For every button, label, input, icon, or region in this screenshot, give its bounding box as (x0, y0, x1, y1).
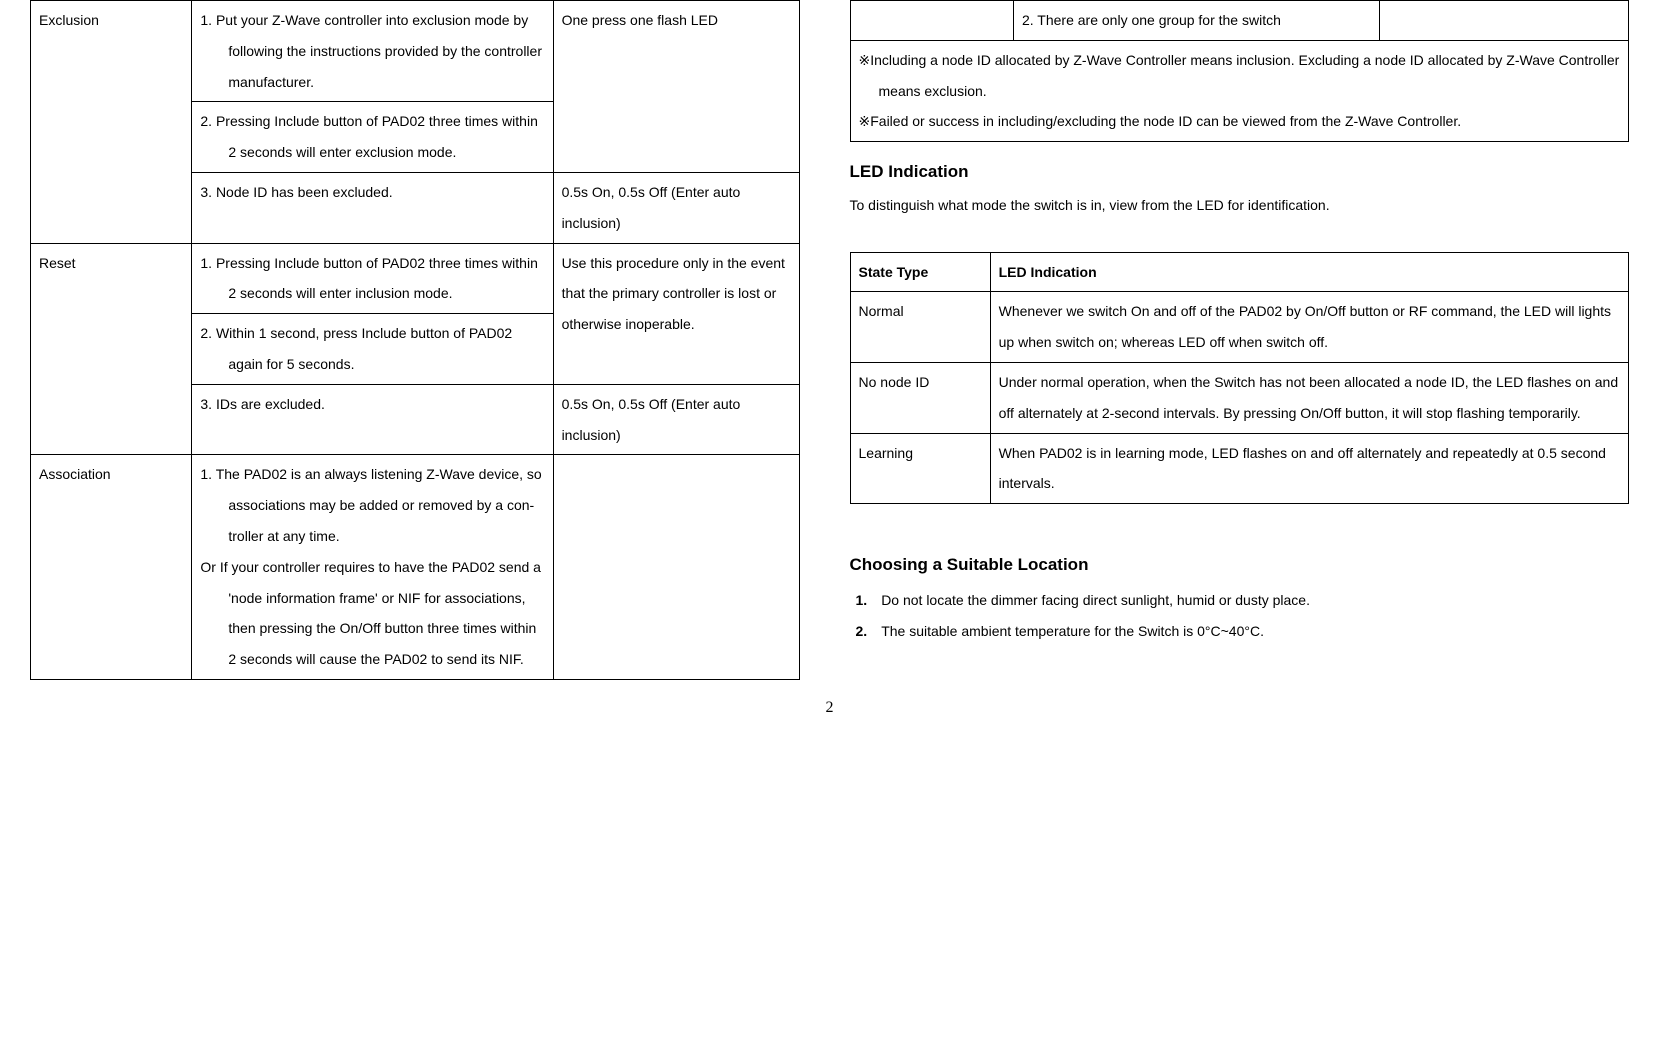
assoc-cont-cell-1 (850, 1, 1013, 41)
association-continuation-table: 2. There are only one group for the swit… (850, 0, 1630, 142)
led-state: No node ID (850, 362, 990, 433)
procedure-step: 1. Put your Z-Wave controller into exclu… (192, 1, 553, 102)
page-number: 2 (0, 680, 1659, 725)
led-indication: When PAD02 is in learning mode, LED flas… (990, 433, 1628, 504)
location-item: 2.The suitable ambient temperature for t… (856, 616, 1630, 647)
led-indication: Under normal operation, when the Switch … (990, 362, 1628, 433)
location-heading: Choosing a Suitable Location (850, 553, 1630, 577)
procedure-label: Reset (31, 243, 192, 455)
led-indication: Whenever we switch On and off of the PAD… (990, 292, 1628, 363)
led-header-indication: LED Indication (990, 252, 1628, 292)
procedure-note (553, 455, 799, 680)
page-columns: Exclusion1. Put your Z-Wave controller i… (0, 0, 1659, 680)
procedure-note: One press one flash LED (553, 1, 799, 173)
note-1: ※Including a node ID allocated by Z-Wave… (859, 45, 1621, 107)
left-column: Exclusion1. Put your Z-Wave controller i… (0, 0, 830, 680)
procedure-step: 2. Pressing Include button of PAD02 thre… (192, 102, 553, 173)
assoc-cont-cell-2: 2. There are only one group for the swit… (1013, 1, 1379, 41)
assoc-cont-cell-3 (1379, 1, 1628, 41)
procedure-note: 0.5s On, 0.5s Off (Enter auto inclusion) (553, 384, 799, 455)
led-state: Learning (850, 433, 990, 504)
procedure-label: Association (31, 455, 192, 680)
location-item: 1.Do not locate the dimmer facing direct… (856, 585, 1630, 616)
procedure-note: 0.5s On, 0.5s Off (Enter auto inclusion) (553, 172, 799, 243)
procedure-step: 3. Node ID has been excluded. (192, 172, 553, 243)
procedures-table: Exclusion1. Put your Z-Wave controller i… (30, 0, 800, 680)
location-list: 1.Do not locate the dimmer facing direct… (850, 585, 1630, 647)
led-heading: LED Indication (850, 160, 1630, 184)
procedure-label: Exclusion (31, 1, 192, 244)
led-header-state: State Type (850, 252, 990, 292)
led-intro: To distinguish what mode the switch is i… (850, 190, 1630, 221)
led-state: Normal (850, 292, 990, 363)
procedure-step: 3. IDs are excluded. (192, 384, 553, 455)
procedure-step: 2. Within 1 second, press Include button… (192, 314, 553, 385)
procedure-step: 1. Pressing Include button of PAD02 thre… (192, 243, 553, 314)
note-2: ※Failed or success in including/excludin… (859, 106, 1621, 137)
procedure-step: 1. The PAD02 is an always listening Z-Wa… (192, 455, 553, 680)
right-column: 2. There are only one group for the swit… (830, 0, 1659, 680)
led-table: State Type LED Indication NormalWhenever… (850, 252, 1630, 505)
notes-cell: ※Including a node ID allocated by Z-Wave… (850, 40, 1629, 141)
procedure-note: Use this procedure only in the event tha… (553, 243, 799, 384)
